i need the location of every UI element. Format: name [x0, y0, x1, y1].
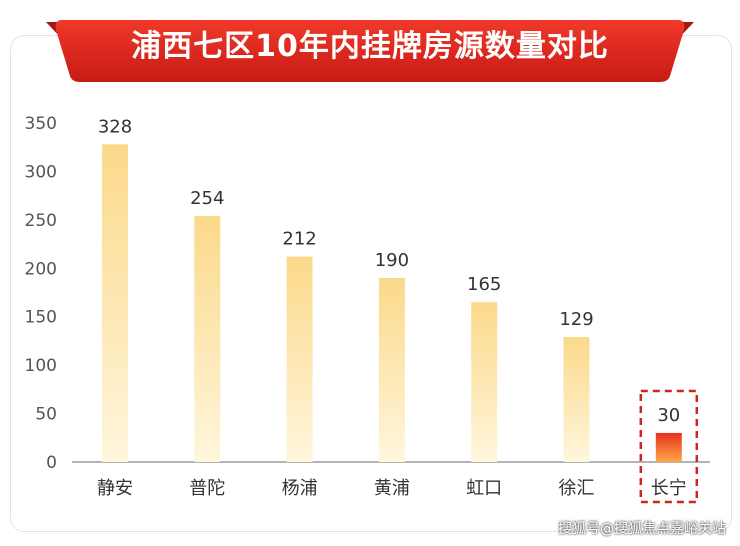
data-label: 30: [657, 405, 680, 426]
x-tick-label: 徐汇: [559, 478, 595, 499]
banner: 浦西七区10年内挂牌房源数量对比: [0, 0, 740, 100]
data-label: 212: [282, 229, 316, 250]
watermark: 搜狐号@搜狐焦点嘉峪关站: [558, 521, 726, 537]
x-tick-label: 黄浦: [374, 478, 410, 499]
bar: [378, 277, 405, 462]
chart-title: 浦西七区10年内挂牌房源数量对比: [131, 29, 609, 64]
y-tick-label: 250: [25, 211, 57, 231]
highlight-box: [639, 389, 699, 504]
bar: [655, 432, 682, 462]
x-tick-label: 虹口: [466, 478, 502, 499]
title-banner: [46, 20, 694, 82]
bar: [102, 144, 128, 462]
data-label: 254: [190, 188, 224, 209]
y-tick-label: 350: [25, 114, 57, 134]
bar: [194, 215, 221, 462]
x-tick-label: 普陀: [189, 478, 225, 499]
data-label: 328: [98, 116, 132, 137]
x-tick-label: 长宁: [651, 478, 687, 499]
data-label: 165: [467, 274, 501, 295]
y-tick-label: 50: [35, 405, 57, 425]
y-tick-label: 200: [25, 259, 57, 279]
data-label: 129: [559, 309, 593, 330]
banner-ribbon: [55, 20, 685, 82]
data-label: 190: [375, 250, 409, 271]
chart-card: [10, 35, 732, 532]
bar: [563, 337, 590, 462]
y-tick-label: 0: [46, 453, 57, 473]
y-tick-label: 150: [25, 308, 57, 328]
y-tick-label: 100: [25, 356, 57, 376]
y-tick-label: 300: [25, 162, 57, 182]
bar: [286, 256, 313, 462]
x-tick-label: 静安: [97, 478, 133, 499]
x-tick-label: 杨浦: [282, 478, 318, 499]
bar: [471, 302, 498, 462]
